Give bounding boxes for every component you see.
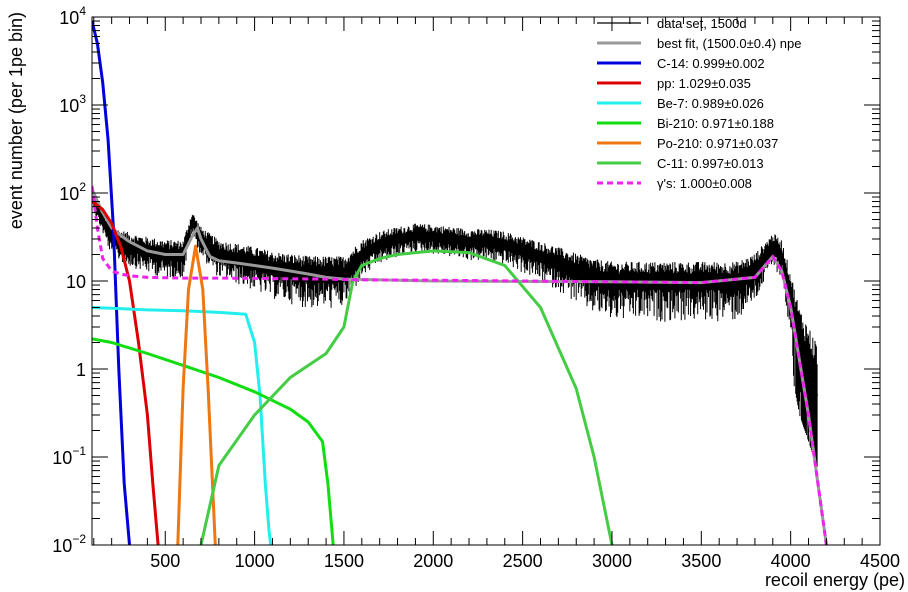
y-axis-title: event number (per 1pe bin) (6, 12, 26, 229)
series-line-7 (199, 249, 614, 545)
x-tick-label: 1500 (324, 551, 364, 571)
y-tick-label: 10 (66, 272, 86, 292)
y-tick-label: 102 (59, 180, 86, 204)
series-line-3 (92, 200, 160, 545)
x-tick-label: 500 (150, 551, 180, 571)
axis-layer: 500 1000 1500 2000 2500 3000 3500 4000 4500 104 10… (52, 4, 900, 571)
legend-entry: best fit, (1500.0±0.4) npe (657, 36, 801, 51)
series-line-6 (176, 244, 217, 545)
series-line-4 (92, 306, 273, 545)
legend: data set, 1500d best fit, (1500.0±0.4) np… (597, 16, 801, 191)
series-line-2 (92, 20, 131, 545)
series-layer (92, 20, 828, 545)
x-tick-label: 1000 (235, 551, 275, 571)
y-tick-label: 103 (59, 92, 86, 116)
legend-entry: Bi-210: 0.971±0.188 (657, 116, 774, 131)
x-tick-label: 4500 (860, 551, 900, 571)
x-tick-label: 2000 (413, 551, 453, 571)
legend-entry: γ's: 1.000±0.008 (657, 176, 752, 191)
y-tick-label: 104 (59, 4, 86, 28)
y-tick-label: 10−2 (52, 532, 86, 556)
x-axis-title: recoil energy (pe) (765, 570, 905, 590)
x-tick-label: 3500 (681, 551, 721, 571)
x-tick-label: 2500 (503, 551, 543, 571)
series-line-5 (92, 337, 335, 545)
legend-entry: C-14: 0.999±0.002 (657, 56, 765, 71)
legend-entry: data set, 1500d (657, 16, 747, 31)
x-tick-label: 4000 (771, 551, 811, 571)
legend-entry: pp: 1.029±0.035 (657, 76, 751, 91)
y-tick-label: 10−1 (52, 444, 86, 468)
y-tick-label: 1 (76, 360, 86, 380)
x-tick-label: 3000 (592, 551, 632, 571)
legend-entry: Po-210: 0.971±0.037 (657, 136, 778, 151)
legend-entry: C-11: 0.997±0.013 (657, 156, 764, 171)
series-line-8 (92, 185, 828, 545)
legend-entry: Be-7: 0.989±0.026 (657, 96, 764, 111)
